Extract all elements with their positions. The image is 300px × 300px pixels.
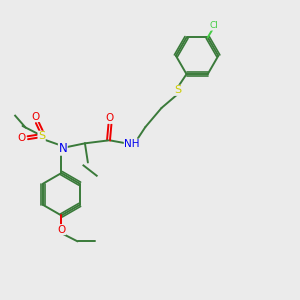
Text: O: O	[106, 113, 114, 123]
Text: S: S	[38, 131, 45, 141]
Text: NH: NH	[124, 139, 140, 149]
Text: N: N	[58, 142, 67, 155]
Text: S: S	[174, 85, 181, 95]
Text: O: O	[57, 225, 65, 235]
Text: Cl: Cl	[209, 21, 218, 30]
Text: O: O	[32, 112, 40, 122]
Text: O: O	[17, 133, 25, 143]
